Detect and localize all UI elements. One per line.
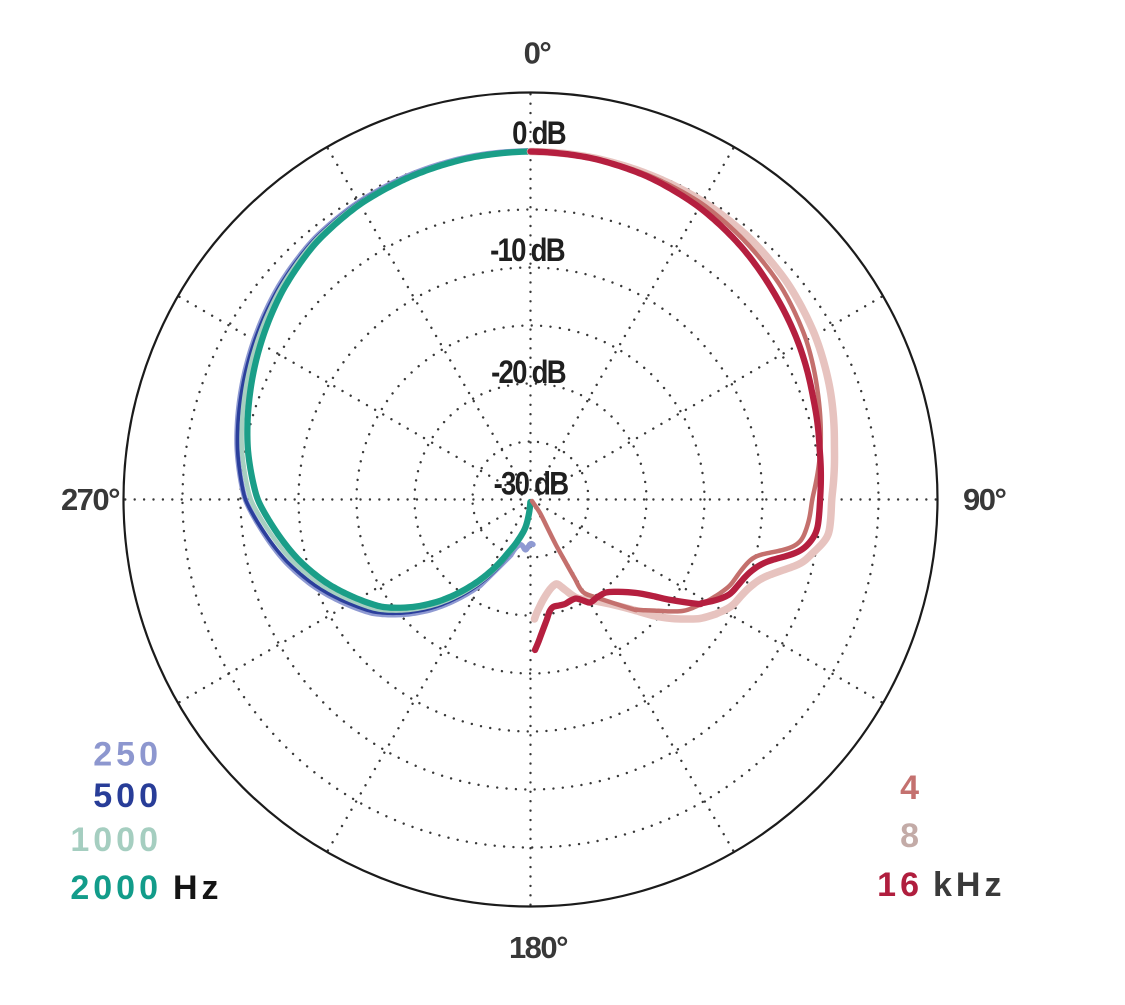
svg-text:kHz: kHz [933,866,1005,904]
svg-text:Hz: Hz [173,869,223,907]
svg-text:2000: 2000 [70,869,162,907]
svg-text:-30 dB: -30 dB [494,467,569,502]
svg-text:0°: 0° [524,36,552,71]
svg-text:16: 16 [877,866,923,904]
svg-text:4: 4 [900,769,923,807]
svg-text:8: 8 [900,817,923,855]
svg-text:-20 dB: -20 dB [491,355,566,390]
svg-text:270°: 270° [61,482,120,517]
svg-text:500: 500 [93,777,162,815]
svg-text:0 dB: 0 dB [512,116,566,151]
svg-text:1000: 1000 [70,821,162,859]
svg-text:-10 dB: -10 dB [490,233,565,268]
svg-text:250: 250 [93,736,162,774]
svg-text:180°: 180° [509,930,568,965]
svg-text:90°: 90° [963,482,1006,517]
